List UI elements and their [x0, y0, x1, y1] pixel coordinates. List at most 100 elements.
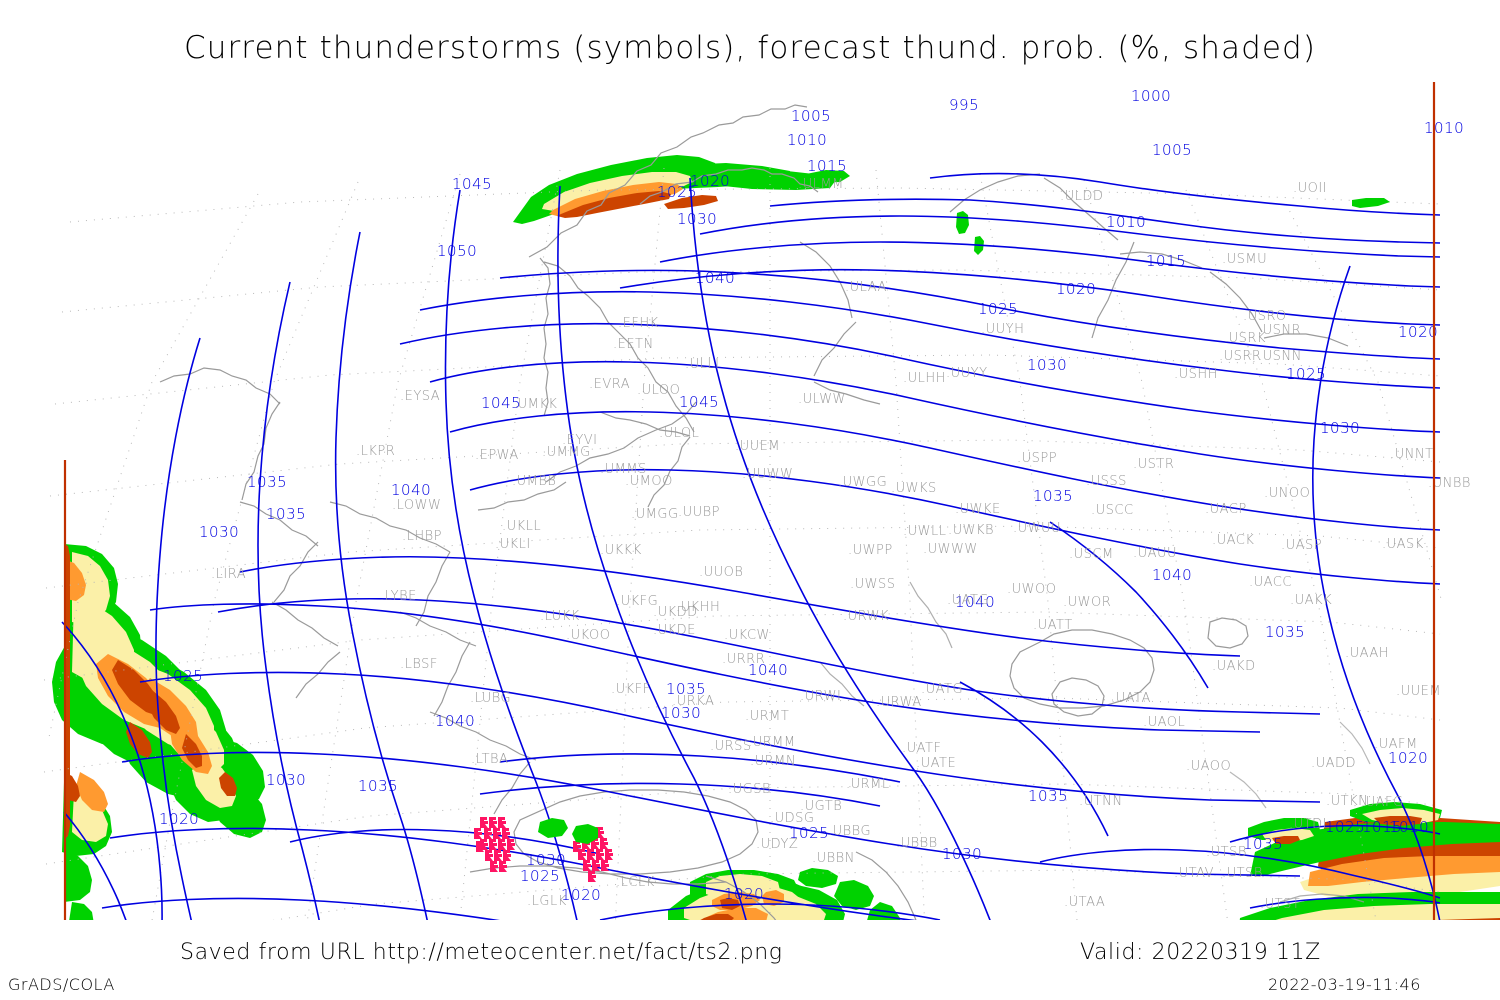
station-label: .UASK — [1382, 537, 1424, 552]
station-label: .UAKK — [1290, 593, 1332, 608]
station-label: .LOWW — [392, 498, 441, 513]
station-label: .URMM — [748, 735, 796, 750]
station-label: .UWUU — [1013, 521, 1061, 536]
isobar-label: 1040 — [435, 712, 475, 730]
isobar-label: 1030 — [526, 851, 566, 869]
station-label: .UUYH — [981, 322, 1024, 337]
station-label: .UMMG — [542, 445, 591, 460]
station-label: .UDYZ — [756, 837, 798, 852]
isobar-label: 1030 — [1320, 419, 1360, 437]
station-label: .LYBE — [380, 589, 417, 604]
station-label: .UTSB — [1206, 845, 1247, 860]
station-label: .LTBA — [471, 752, 508, 767]
map-canvas: 995 1000100510051010101010101015101510201… — [0, 82, 1500, 920]
isobar-label: 1025 — [978, 300, 1018, 318]
isobar-label: 1040 — [1152, 566, 1192, 584]
station-label: .UMMS — [600, 462, 647, 477]
render-timestamp: 2022-03-19-11:46 — [1268, 975, 1421, 994]
station-label: .USRK — [1224, 331, 1266, 346]
station-label: .ULMM — [798, 177, 844, 192]
station-label: .ULDD — [1060, 189, 1103, 204]
isobar-label: 1035 — [247, 473, 287, 491]
isobar-label: 1035 — [1265, 623, 1305, 641]
station-label: .EPWA — [475, 448, 519, 463]
station-label: .EYSA — [400, 389, 440, 404]
station-label: .URSS — [710, 739, 752, 754]
isobar-label: 1020 — [561, 886, 601, 904]
station-label: .UKDE — [653, 623, 696, 638]
station-label: .UOII — [1293, 181, 1327, 196]
station-label: .USCM — [1069, 547, 1114, 562]
station-label: .LBSF — [400, 657, 438, 672]
station-label: .ULOL — [659, 426, 699, 441]
station-label: .LKPR — [356, 444, 395, 459]
station-label: .UAOL — [1143, 715, 1185, 730]
station-label: .UWLL — [903, 524, 947, 539]
station-labels: .ULMM .ULDD .UOII .USMU .ULAA .USRO.USNR .UUYH… — [211, 177, 1471, 912]
isobar-label: 1025 — [163, 667, 203, 685]
station-label: .EETN — [613, 337, 654, 352]
station-label: .LHBP — [402, 529, 442, 544]
station-label: .USNN — [1258, 349, 1302, 364]
isobar-label: 1015 — [807, 157, 847, 175]
station-label: .USTR — [1133, 457, 1174, 472]
station-label: .ULAA — [845, 280, 887, 295]
station-label: .UBBG — [828, 824, 871, 839]
station-label: .UKFG — [616, 594, 658, 609]
station-label: .USNR — [1258, 323, 1301, 338]
station-label: .UATF — [902, 741, 941, 756]
station-label: .EVRA — [589, 377, 630, 392]
station-label: .LUBG — [470, 691, 511, 706]
station-label: .UUWW — [742, 467, 793, 482]
plot-frame — [63, 82, 1436, 920]
lat-lon-gridlines — [43, 167, 1443, 920]
station-label: .UAOO — [1186, 759, 1231, 774]
station-label: .UACK — [1212, 533, 1254, 548]
isobar-label: 1020 — [1056, 280, 1096, 298]
isobar-label: 1040 — [391, 481, 431, 499]
shaded-region-anatolia — [668, 868, 901, 920]
isobar-label: 1040 — [955, 593, 995, 611]
isobar-label: 1005 — [791, 107, 831, 125]
isobar-label: 1030 — [942, 845, 982, 863]
station-label: .URML — [846, 777, 890, 792]
isobar-label: 1025 — [520, 867, 560, 885]
station-label: .UWKE — [955, 502, 1001, 517]
isobar-label: 1010 — [1106, 213, 1146, 231]
isobar-label: 1050 — [437, 242, 477, 260]
station-label: .UAUU — [1133, 546, 1177, 561]
station-label: .UTAA — [1064, 895, 1105, 910]
station-label: .UUYY — [946, 366, 988, 381]
station-label: .UACP — [1205, 502, 1247, 517]
station-label: .UTKN — [1326, 794, 1368, 809]
station-label: .UWKB — [948, 523, 994, 538]
station-label: .USRO — [1243, 309, 1287, 324]
station-label: .URWK — [843, 609, 889, 624]
station-label: .UMBB — [512, 474, 556, 489]
isobar-label: 1020 — [1388, 749, 1428, 767]
station-label: .ULLI — [685, 357, 719, 372]
weather-map: 995 1000 1005 1005 1010 1010 1010 1015 1015 1020 1… — [0, 82, 1500, 920]
station-label: .UBBB — [896, 836, 938, 851]
station-label: .URWI — [800, 689, 841, 704]
source-url-text: Saved from URL http://meteocenter.net/fa… — [180, 940, 783, 965]
station-label: .UMOO — [625, 474, 673, 489]
station-label: .URWA — [876, 695, 922, 710]
isobar-label: 1035 — [666, 680, 706, 698]
station-label: .UKHH — [676, 600, 720, 615]
station-label: .UDSG — [770, 811, 814, 826]
station-label: .UATG — [921, 682, 963, 697]
isobar-label: 1000 — [1131, 87, 1171, 105]
station-label: .UKCW — [724, 628, 770, 643]
isobar-label: 1030 — [1027, 356, 1067, 374]
coastlines-and-borders — [159, 104, 1371, 920]
isobar-label: 1030 — [677, 210, 717, 228]
station-label: .LCLK — [616, 875, 655, 890]
isobar-label: 1025 — [1286, 365, 1326, 383]
isobar-label: 1035 — [266, 505, 306, 523]
station-label: .UNBB — [1428, 476, 1471, 491]
station-label: .UATG — [947, 593, 989, 608]
station-label: .LGLK — [527, 894, 567, 909]
isobar-label: 1035 — [1243, 835, 1283, 853]
